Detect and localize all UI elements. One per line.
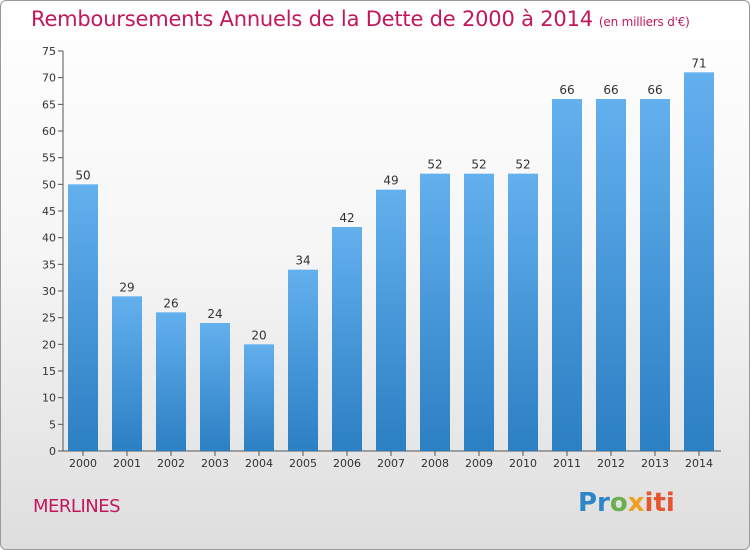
y-tick-label: 70 <box>42 72 56 85</box>
bar <box>640 99 670 451</box>
logo-part: Pr <box>578 488 610 518</box>
y-tick-label: 65 <box>42 98 56 111</box>
logo-part: o <box>609 488 628 518</box>
y-tick-label: 55 <box>42 152 56 165</box>
chart-title: Remboursements Annuels de la Dette de 20… <box>31 7 690 31</box>
y-tick-label: 20 <box>42 338 56 351</box>
x-tick-label: 2014 <box>685 457 713 470</box>
bars: 50 29 26 24 20 34 42 49 52 52 52 66 66 66 71 <box>68 56 714 452</box>
x-tick-label: 2005 <box>289 457 317 470</box>
bar <box>244 344 274 451</box>
logo-part: iti <box>644 488 675 518</box>
chart-unit: (en milliers d'€) <box>598 15 690 29</box>
x-tick-label: 2006 <box>333 457 361 470</box>
x-tick-label: 2001 <box>113 457 141 470</box>
bar <box>596 99 626 451</box>
chart-title-text: Remboursements Annuels de la Dette de 20… <box>31 7 593 31</box>
bar-value-label: 29 <box>119 280 134 294</box>
y-tick-label: 40 <box>42 232 56 245</box>
bar <box>552 99 582 451</box>
bar <box>464 173 494 451</box>
x-axis: 2000 2001 2002 2003 2004 2005 2006 2007 2008 2009… <box>63 450 721 470</box>
bar-value-label: 52 <box>427 158 442 172</box>
x-tick-label: 2012 <box>597 457 625 470</box>
y-tick-label: 30 <box>42 285 56 298</box>
bar-value-label: 20 <box>251 328 266 342</box>
bar-value-label: 66 <box>647 83 662 97</box>
y-tick-label: 25 <box>42 312 56 325</box>
bar-value-label: 66 <box>559 83 574 97</box>
x-tick-label: 2008 <box>421 457 449 470</box>
x-tick-label: 2010 <box>509 457 537 470</box>
bar-value-label: 34 <box>295 254 310 268</box>
x-tick-label: 2002 <box>157 457 185 470</box>
bar-value-label: 52 <box>515 158 530 172</box>
logo-part: x <box>627 488 645 518</box>
y-tick-label: 60 <box>42 125 56 138</box>
bar-value-label: 24 <box>207 307 222 321</box>
bar-value-label: 49 <box>383 174 398 188</box>
bar <box>332 227 362 451</box>
y-tick-label: 75 <box>42 45 56 58</box>
x-tick-label: 2011 <box>553 457 581 470</box>
x-tick-label: 2004 <box>245 457 273 470</box>
bar <box>112 296 142 451</box>
bar-value-label: 66 <box>603 83 618 97</box>
bar-value-label: 50 <box>75 168 90 182</box>
bar <box>420 173 450 451</box>
bar-value-label: 42 <box>339 211 354 225</box>
bar <box>376 189 406 451</box>
bar-value-label: 71 <box>691 56 706 70</box>
proxiti-logo: Proxiti <box>578 488 675 518</box>
bar <box>684 72 714 451</box>
x-tick-label: 2000 <box>69 457 97 470</box>
bar <box>200 323 230 451</box>
bar <box>68 184 98 452</box>
y-tick-label: 0 <box>49 445 56 458</box>
bar-value-label: 52 <box>471 158 486 172</box>
y-tick-label: 15 <box>42 365 56 378</box>
bar <box>288 269 318 451</box>
y-tick-label: 35 <box>42 258 56 271</box>
x-tick-label: 2013 <box>641 457 669 470</box>
bar-value-label: 26 <box>163 296 178 310</box>
x-tick-label: 2009 <box>465 457 493 470</box>
y-tick-label: 50 <box>42 178 56 191</box>
bar <box>156 312 186 451</box>
place-name: MERLINES <box>33 496 121 517</box>
x-tick-label: 2003 <box>201 457 229 470</box>
y-tick-label: 5 <box>49 418 56 431</box>
bar <box>508 173 538 451</box>
y-tick-label: 45 <box>42 205 56 218</box>
x-tick-label: 2007 <box>377 457 405 470</box>
y-axis: 0 5 10 15 20 25 30 35 40 45 50 55 60 65 70 75 <box>42 45 64 458</box>
y-tick-label: 10 <box>42 392 56 405</box>
